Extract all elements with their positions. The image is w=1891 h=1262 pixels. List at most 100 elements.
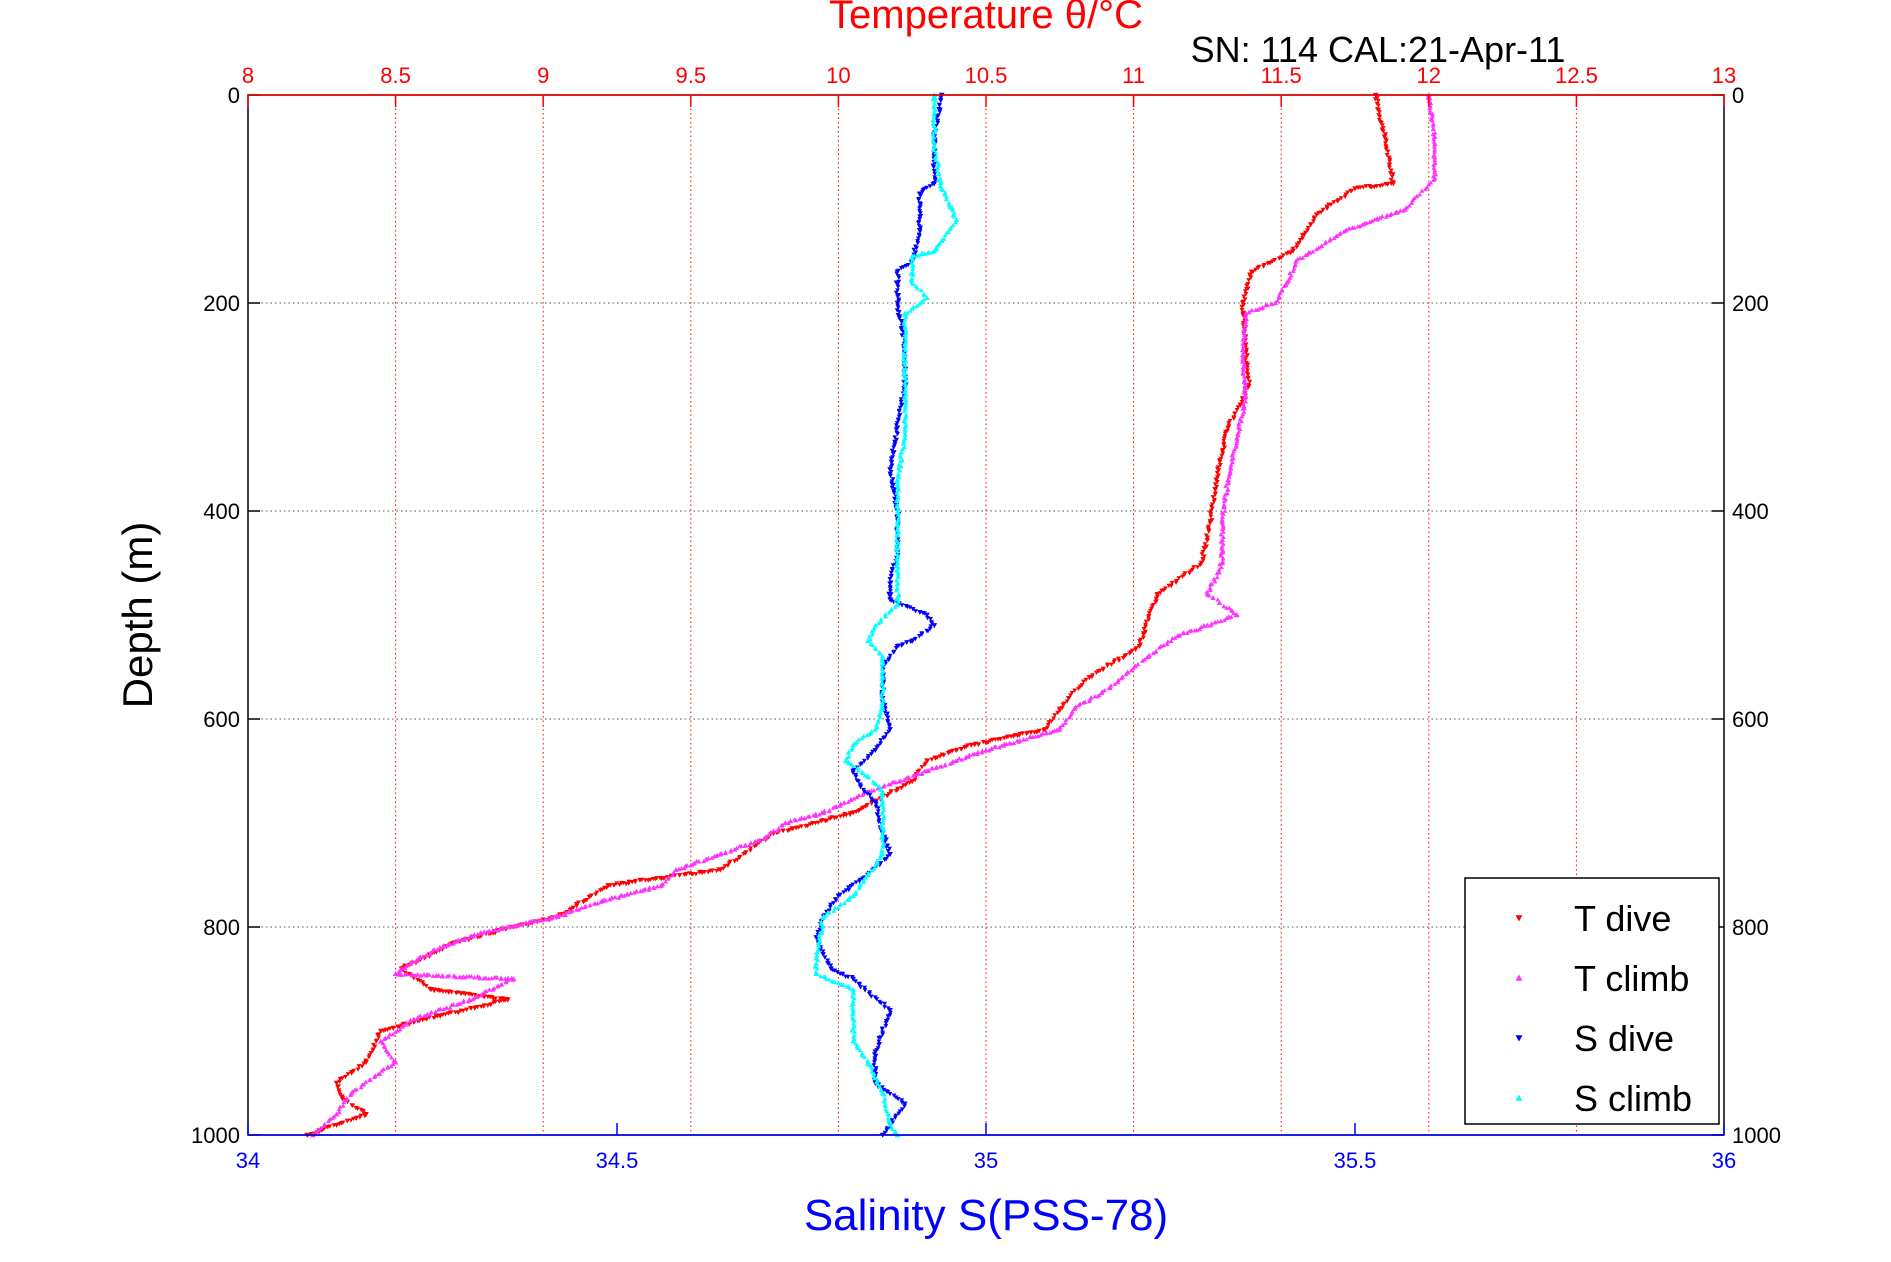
trace-marker	[1066, 714, 1072, 720]
trace-marker	[827, 904, 833, 910]
trace-marker	[786, 820, 791, 826]
trace-marker	[1147, 653, 1152, 658]
trace-marker	[335, 1084, 341, 1090]
trace-marker	[458, 1008, 464, 1013]
trace-marker	[362, 1114, 368, 1119]
trace-marker	[1275, 298, 1280, 303]
trace-marker	[875, 813, 880, 818]
trace-marker	[1231, 448, 1237, 454]
trace-marker	[1109, 662, 1114, 667]
trace-marker	[832, 979, 837, 985]
trace-marker	[478, 931, 484, 936]
trace-marker	[959, 757, 965, 762]
trace-marker	[1322, 241, 1328, 246]
trace-marker	[917, 634, 922, 639]
trace-marker	[390, 1031, 396, 1037]
trace-marker	[440, 944, 446, 949]
trace-marker	[1414, 193, 1420, 199]
trace-marker	[853, 774, 859, 780]
trace-marker	[1220, 504, 1226, 510]
trace-marker	[587, 902, 593, 908]
trace-marker	[468, 974, 474, 979]
trace-marker	[888, 456, 894, 461]
trace-marker	[894, 420, 900, 426]
trace-marker	[901, 372, 906, 377]
trace-marker	[1073, 704, 1079, 709]
trace-marker	[1389, 174, 1395, 179]
trace-marker	[1427, 105, 1433, 110]
trace-marker	[1217, 462, 1223, 468]
trace-marker	[862, 758, 867, 764]
trace-marker	[900, 351, 906, 356]
trace-marker	[388, 1063, 394, 1069]
trace-marker	[850, 1005, 855, 1010]
trace-marker	[902, 430, 908, 436]
trace-marker	[897, 468, 903, 473]
trace-marker	[1024, 736, 1029, 742]
trace-marker	[1216, 468, 1222, 473]
trace-marker	[932, 178, 938, 183]
trace-marker	[1111, 660, 1117, 665]
trace-marker	[1397, 208, 1403, 213]
trace-marker	[1228, 466, 1234, 471]
trace-marker	[920, 190, 925, 195]
data-point	[894, 477, 901, 483]
trace-marker	[1263, 302, 1269, 308]
trace-marker	[475, 932, 481, 937]
trace-marker	[927, 626, 933, 632]
trace-marker	[379, 1068, 385, 1073]
trace-marker	[1300, 233, 1305, 238]
trace-marker	[902, 424, 908, 430]
trace-marker	[1219, 544, 1225, 549]
trace-marker	[953, 219, 958, 225]
trace-marker	[929, 766, 934, 771]
trace-marker	[895, 525, 901, 530]
trace-marker	[902, 380, 908, 385]
trace-marker	[868, 752, 874, 757]
trace-marker	[582, 904, 588, 910]
data-point	[1234, 435, 1240, 441]
trace-marker	[884, 837, 889, 842]
trace-marker	[1224, 615, 1230, 621]
trace-marker	[873, 1053, 879, 1059]
trace-marker	[494, 975, 500, 980]
trace-marker	[1320, 207, 1326, 213]
trace-marker	[567, 909, 573, 914]
trace-marker	[992, 744, 997, 749]
trace-marker	[1007, 740, 1012, 746]
trace-marker	[460, 999, 466, 1004]
trace-marker	[879, 657, 885, 662]
trace-marker	[1212, 620, 1218, 625]
trace-marker	[1363, 184, 1369, 189]
trace-marker	[894, 490, 900, 495]
data-point	[968, 742, 975, 748]
y-tick-label-left: 200	[203, 291, 240, 316]
trace-marker	[1287, 275, 1293, 280]
trace-marker	[934, 246, 940, 252]
trace-marker	[880, 1032, 886, 1037]
data-point	[865, 638, 871, 644]
trace-marker	[1281, 283, 1287, 288]
trace-marker	[902, 432, 908, 437]
trace-marker	[381, 1036, 387, 1042]
trace-marker	[1384, 214, 1389, 219]
trace-marker	[720, 866, 726, 871]
trace-marker	[638, 888, 643, 894]
trace-marker	[1297, 255, 1303, 260]
trace-marker	[1146, 611, 1152, 616]
trace-marker	[1209, 518, 1215, 523]
trace-marker	[908, 308, 913, 313]
trace-marker	[922, 251, 928, 256]
trace-marker	[1140, 658, 1145, 663]
trace-marker	[826, 908, 832, 913]
trace-marker	[411, 1016, 417, 1022]
trace-marker	[1376, 110, 1382, 115]
trace-marker	[681, 872, 687, 877]
trace-marker	[1242, 338, 1248, 343]
trace-marker	[1432, 149, 1438, 154]
trace-marker	[391, 1058, 397, 1063]
trace-marker	[896, 779, 902, 784]
trace-marker	[901, 356, 906, 361]
trace-marker	[1241, 294, 1247, 299]
trace-marker	[718, 851, 724, 856]
